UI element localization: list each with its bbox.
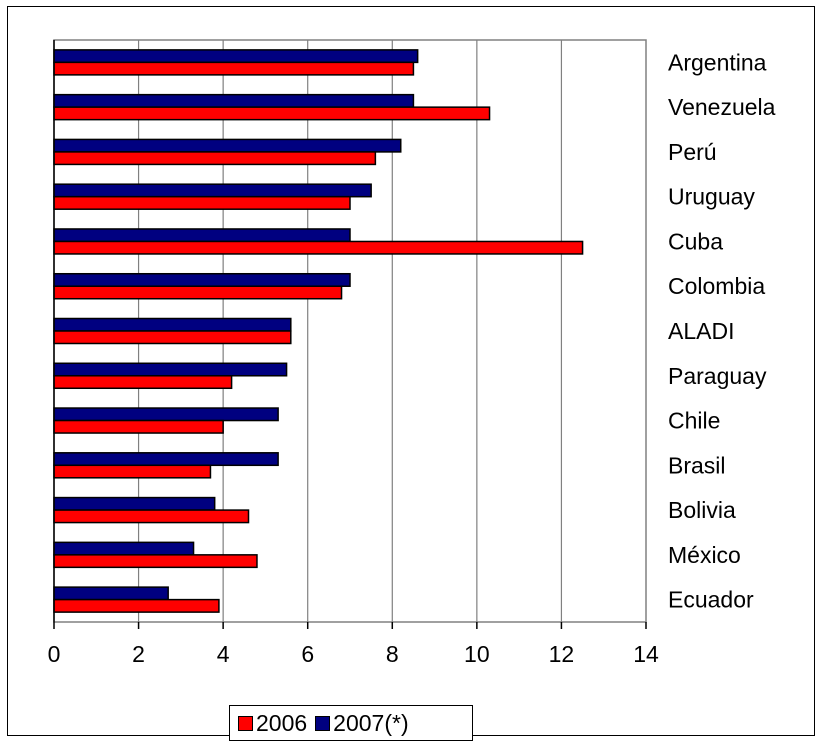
- bar-2007: [53, 317, 292, 332]
- bar-2007: [53, 272, 351, 287]
- gridlines: [137, 40, 563, 622]
- bar-2007: [53, 183, 372, 198]
- bar-2007: [53, 93, 415, 108]
- bar-2006: [53, 61, 415, 76]
- x-tick-label: 12: [549, 641, 575, 667]
- bar-2007: [53, 496, 216, 511]
- x-tick-label: 8: [386, 641, 399, 667]
- legend-entry-2007: 2007(*): [315, 709, 409, 737]
- bar-2006: [53, 554, 258, 569]
- x-tick-label: 14: [633, 641, 659, 667]
- category-label: Ecuador: [668, 587, 754, 613]
- bar-2006: [53, 285, 343, 300]
- bar-2006: [53, 106, 491, 121]
- bars: [53, 49, 584, 613]
- category-label: Brasil: [668, 452, 726, 478]
- x-tick-label: 0: [48, 641, 61, 667]
- category-label: Colombia: [668, 273, 765, 299]
- category-label: Argentina: [668, 49, 767, 75]
- bar-2007: [53, 541, 195, 556]
- bar-2006: [53, 509, 250, 524]
- category-label: ALADI: [668, 318, 734, 344]
- category-label: Cuba: [668, 228, 723, 254]
- x-tick-label: 2: [132, 641, 145, 667]
- legend-entry-2006: 2006: [238, 710, 307, 737]
- bar-2007: [53, 138, 402, 153]
- bar-2007: [53, 49, 419, 64]
- x-tick-label: 6: [301, 641, 314, 667]
- category-label: México: [668, 542, 741, 568]
- bar-2007: [53, 362, 288, 377]
- category-label: Venezuela: [668, 94, 776, 120]
- category-label: Paraguay: [668, 363, 767, 389]
- legend-swatch-2006: [238, 715, 253, 731]
- category-label: Uruguay: [668, 184, 755, 210]
- x-tick-label: 4: [217, 641, 230, 667]
- category-labels: Argentina Venezuela Perú Uruguay Cuba Colombi…: [668, 49, 776, 612]
- bar-2006: [53, 151, 377, 166]
- category-label: Chile: [668, 408, 720, 434]
- bar-2007: [53, 586, 169, 601]
- bar-2006: [53, 330, 292, 345]
- category-label: Bolivia: [668, 497, 736, 523]
- bar-2007: [53, 228, 351, 243]
- bar-2006: [53, 375, 233, 390]
- x-axis-ticks: 0 2 4 6 8 10 12 14: [48, 622, 659, 667]
- bar-2006: [53, 464, 212, 479]
- category-label: Perú: [668, 139, 717, 165]
- legend-label-2006: 2006: [256, 709, 308, 736]
- legend-swatch-2007: [315, 715, 331, 731]
- bar-2006: [53, 195, 351, 210]
- bar-2007: [53, 452, 279, 467]
- legend-label-2007: 2007(*): [333, 709, 409, 736]
- bar-2007: [53, 407, 279, 422]
- legend: 2006 2007(*): [229, 705, 473, 741]
- bar-2006: [53, 240, 584, 255]
- x-tick-label: 10: [464, 641, 490, 667]
- bar-2006: [53, 419, 224, 434]
- bar-2006: [53, 598, 220, 613]
